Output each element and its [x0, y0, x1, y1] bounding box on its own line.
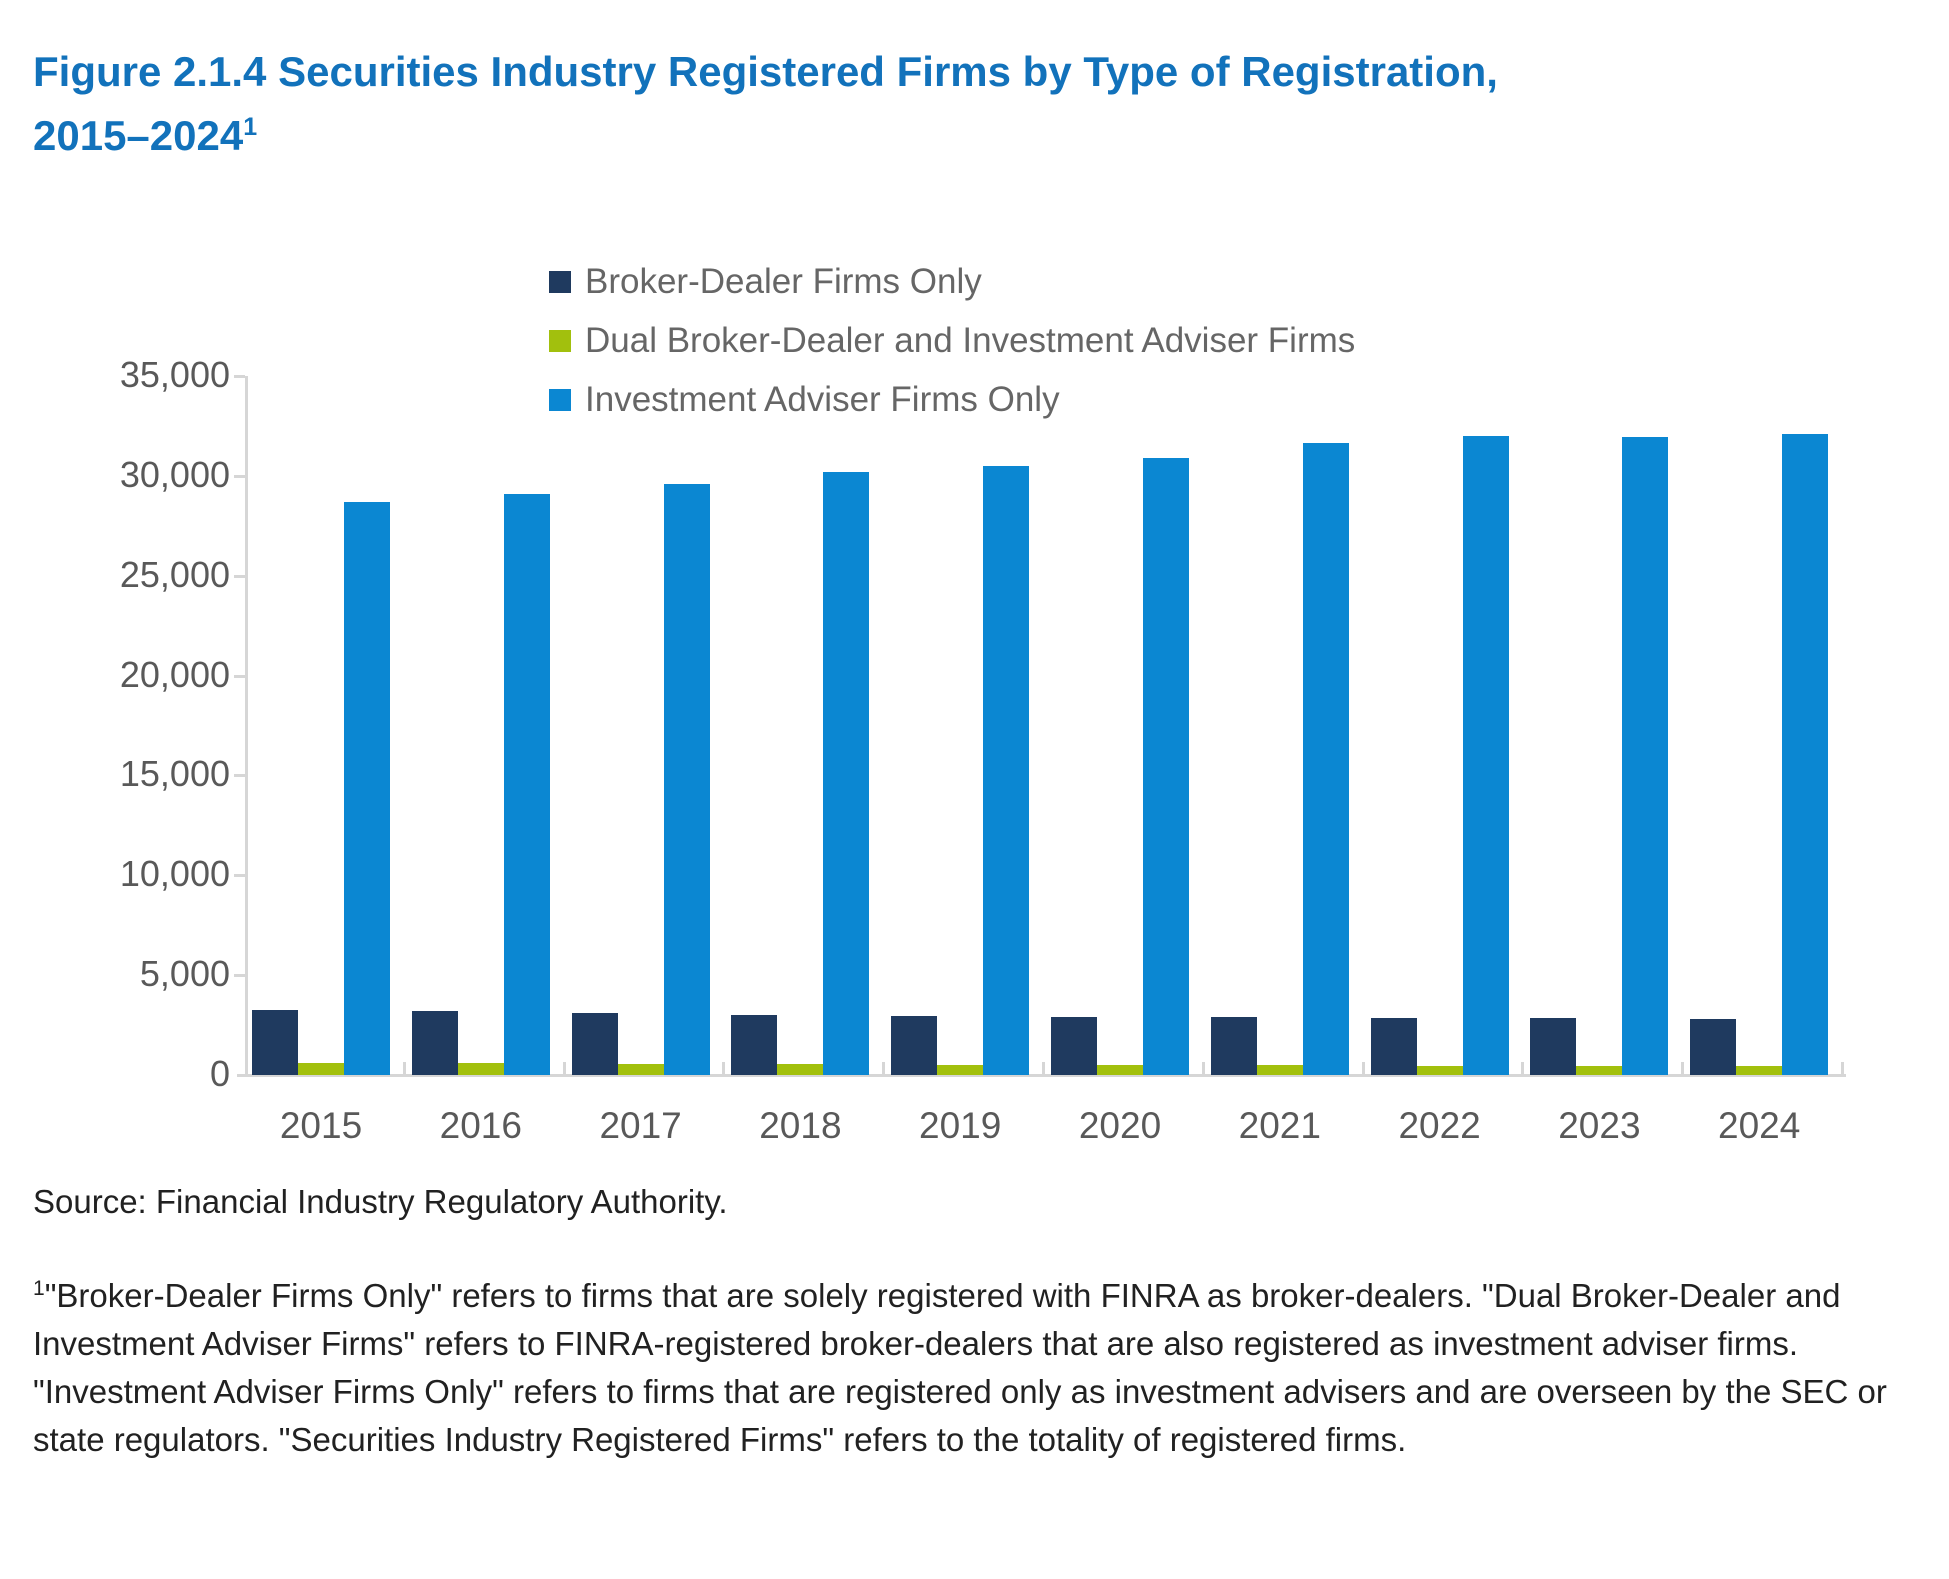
- bar-2019-dual-broker-dealer-and-investment-adviser-firms: [937, 1064, 984, 1075]
- y-axis-tick-label: 35,000: [119, 354, 230, 395]
- x-axis-tick: [1841, 1062, 1844, 1077]
- bar-2015-broker-dealer-firms-only: [252, 1010, 298, 1075]
- bar-2023-investment-adviser-firms-only: [1622, 436, 1669, 1075]
- bar-2019-investment-adviser-firms-only: [983, 465, 1030, 1075]
- x-axis-tick: [722, 1062, 726, 1077]
- x-axis-tick: [402, 1062, 406, 1077]
- x-axis-label-2015: 2015: [279, 1105, 363, 1146]
- x-axis-label-2023: 2023: [1558, 1105, 1641, 1146]
- bar-2020-dual-broker-dealer-and-investment-adviser-firms: [1097, 1065, 1143, 1075]
- bar-2016-broker-dealer-firms-only: [411, 1011, 458, 1075]
- bar-2024-investment-adviser-firms-only: [1782, 434, 1829, 1075]
- x-axis-label-2017: 2017: [599, 1105, 682, 1146]
- bar-2018-dual-broker-dealer-and-investment-adviser-firms: [777, 1064, 824, 1075]
- bar-2021-broker-dealer-firms-only: [1210, 1017, 1257, 1075]
- y-axis-tick-label: 0: [209, 1053, 230, 1094]
- bar-2024-broker-dealer-firms-only: [1690, 1019, 1737, 1075]
- x-axis-label-2016: 2016: [439, 1105, 522, 1146]
- y-axis-tick: [234, 974, 245, 978]
- x-axis-tick: [1361, 1062, 1365, 1077]
- x-axis-label-2019: 2019: [919, 1105, 1002, 1146]
- bar-2023-dual-broker-dealer-and-investment-adviser-firms: [1576, 1066, 1623, 1075]
- legend-label: Broker-Dealer Firms Only: [585, 261, 982, 301]
- bar-2016-dual-broker-dealer-and-investment-adviser-firms: [457, 1063, 504, 1075]
- figure-title: Figure 2.1.4 Securities Industry Registe…: [33, 40, 1893, 168]
- legend-swatch-icon: [549, 388, 571, 411]
- legend-item-broker-dealer-firms-only: Broker-Dealer Firms Only: [549, 252, 1355, 311]
- bar-2020-broker-dealer-firms-only: [1051, 1017, 1097, 1075]
- legend-item-investment-adviser-firms-only: Investment Adviser Firms Only: [549, 370, 1355, 429]
- footnote: 1"Broker-Dealer Firms Only" refers to fi…: [33, 1272, 1933, 1464]
- x-axis-label-2024: 2024: [1718, 1105, 1801, 1146]
- x-axis-label-2020: 2020: [1078, 1105, 1162, 1146]
- bar-2021-investment-adviser-firms-only: [1302, 442, 1349, 1075]
- figure-title-line2: 2015–2024: [33, 112, 244, 159]
- legend-label: Investment Adviser Firms Only: [585, 379, 1060, 419]
- x-axis-label-2018: 2018: [759, 1105, 842, 1146]
- legend-label: Dual Broker-Dealer and Investment Advise…: [585, 320, 1356, 360]
- y-axis-line: [245, 376, 248, 1077]
- x-axis-line: [237, 1074, 1846, 1077]
- x-axis-tick: [1042, 1062, 1045, 1077]
- y-axis-tick-label: 25,000: [119, 553, 230, 595]
- y-axis-tick: [234, 375, 245, 378]
- y-axis-tick: [234, 674, 245, 678]
- bar-2022-broker-dealer-firms-only: [1370, 1018, 1417, 1075]
- legend-item-dual-broker-dealer-and-investment-adviser-firms: Dual Broker-Dealer and Investment Advise…: [549, 311, 1355, 370]
- x-axis-label-2021: 2021: [1238, 1105, 1321, 1146]
- chart-legend: Broker-Dealer Firms Only Dual Broker-Deal…: [549, 252, 1355, 429]
- bar-2022-dual-broker-dealer-and-investment-adviser-firms: [1416, 1065, 1463, 1075]
- bar-2018-broker-dealer-firms-only: [731, 1015, 778, 1075]
- x-axis-tick: [882, 1062, 886, 1077]
- footnote-marker: 1: [33, 1277, 45, 1300]
- x-axis-tick: [1681, 1062, 1685, 1077]
- legend-swatch-icon: [549, 329, 571, 352]
- y-axis-tick-label: 20,000: [119, 653, 230, 695]
- bar-chart: 0 5,000 10,000 15,000 20,000 25,000 30,000 35,0…: [119, 354, 1846, 1146]
- x-axis-tick: [562, 1062, 566, 1077]
- bar-2018-investment-adviser-firms-only: [823, 471, 870, 1075]
- bar-2022-investment-adviser-firms-only: [1462, 436, 1509, 1075]
- bar-2019-broker-dealer-firms-only: [891, 1016, 938, 1075]
- y-axis-tick: [234, 774, 245, 778]
- bar-2015-investment-adviser-firms-only: [344, 501, 390, 1075]
- y-axis-tick: [234, 474, 245, 478]
- x-axis-tick: [1201, 1062, 1205, 1077]
- y-axis-tick: [234, 574, 245, 578]
- footnote-text: "Broker-Dealer Firms Only" refers to fir…: [33, 1277, 1887, 1458]
- bar-2016-investment-adviser-firms-only: [503, 493, 550, 1075]
- y-axis-tick-label: 5,000: [139, 953, 230, 995]
- bar-2020-investment-adviser-firms-only: [1143, 457, 1189, 1075]
- bar-2017-investment-adviser-firms-only: [663, 483, 710, 1075]
- source-note: Source: Financial Industry Regulatory Au…: [33, 1183, 728, 1220]
- bar-2021-dual-broker-dealer-and-investment-adviser-firms: [1256, 1065, 1303, 1075]
- y-axis-tick: [234, 874, 245, 878]
- y-axis-tick-label: 15,000: [119, 753, 230, 795]
- x-axis-label-2022: 2022: [1398, 1105, 1481, 1146]
- bar-2015-dual-broker-dealer-and-investment-adviser-firms: [298, 1063, 344, 1075]
- bar-2017-broker-dealer-firms-only: [571, 1013, 618, 1075]
- y-axis-tick-label: 30,000: [119, 453, 230, 495]
- figure-title-line1: Figure 2.1.4 Securities Industry Registe…: [33, 48, 1498, 95]
- y-axis-tick-label: 10,000: [119, 853, 230, 895]
- bar-2017-dual-broker-dealer-and-investment-adviser-firms: [617, 1063, 664, 1075]
- bar-2024-dual-broker-dealer-and-investment-adviser-firms: [1736, 1066, 1783, 1075]
- bar-2023-broker-dealer-firms-only: [1530, 1018, 1577, 1075]
- legend-swatch-icon: [549, 270, 571, 293]
- figure-title-footnote-marker: 1: [243, 113, 258, 141]
- x-axis-tick: [1521, 1062, 1525, 1077]
